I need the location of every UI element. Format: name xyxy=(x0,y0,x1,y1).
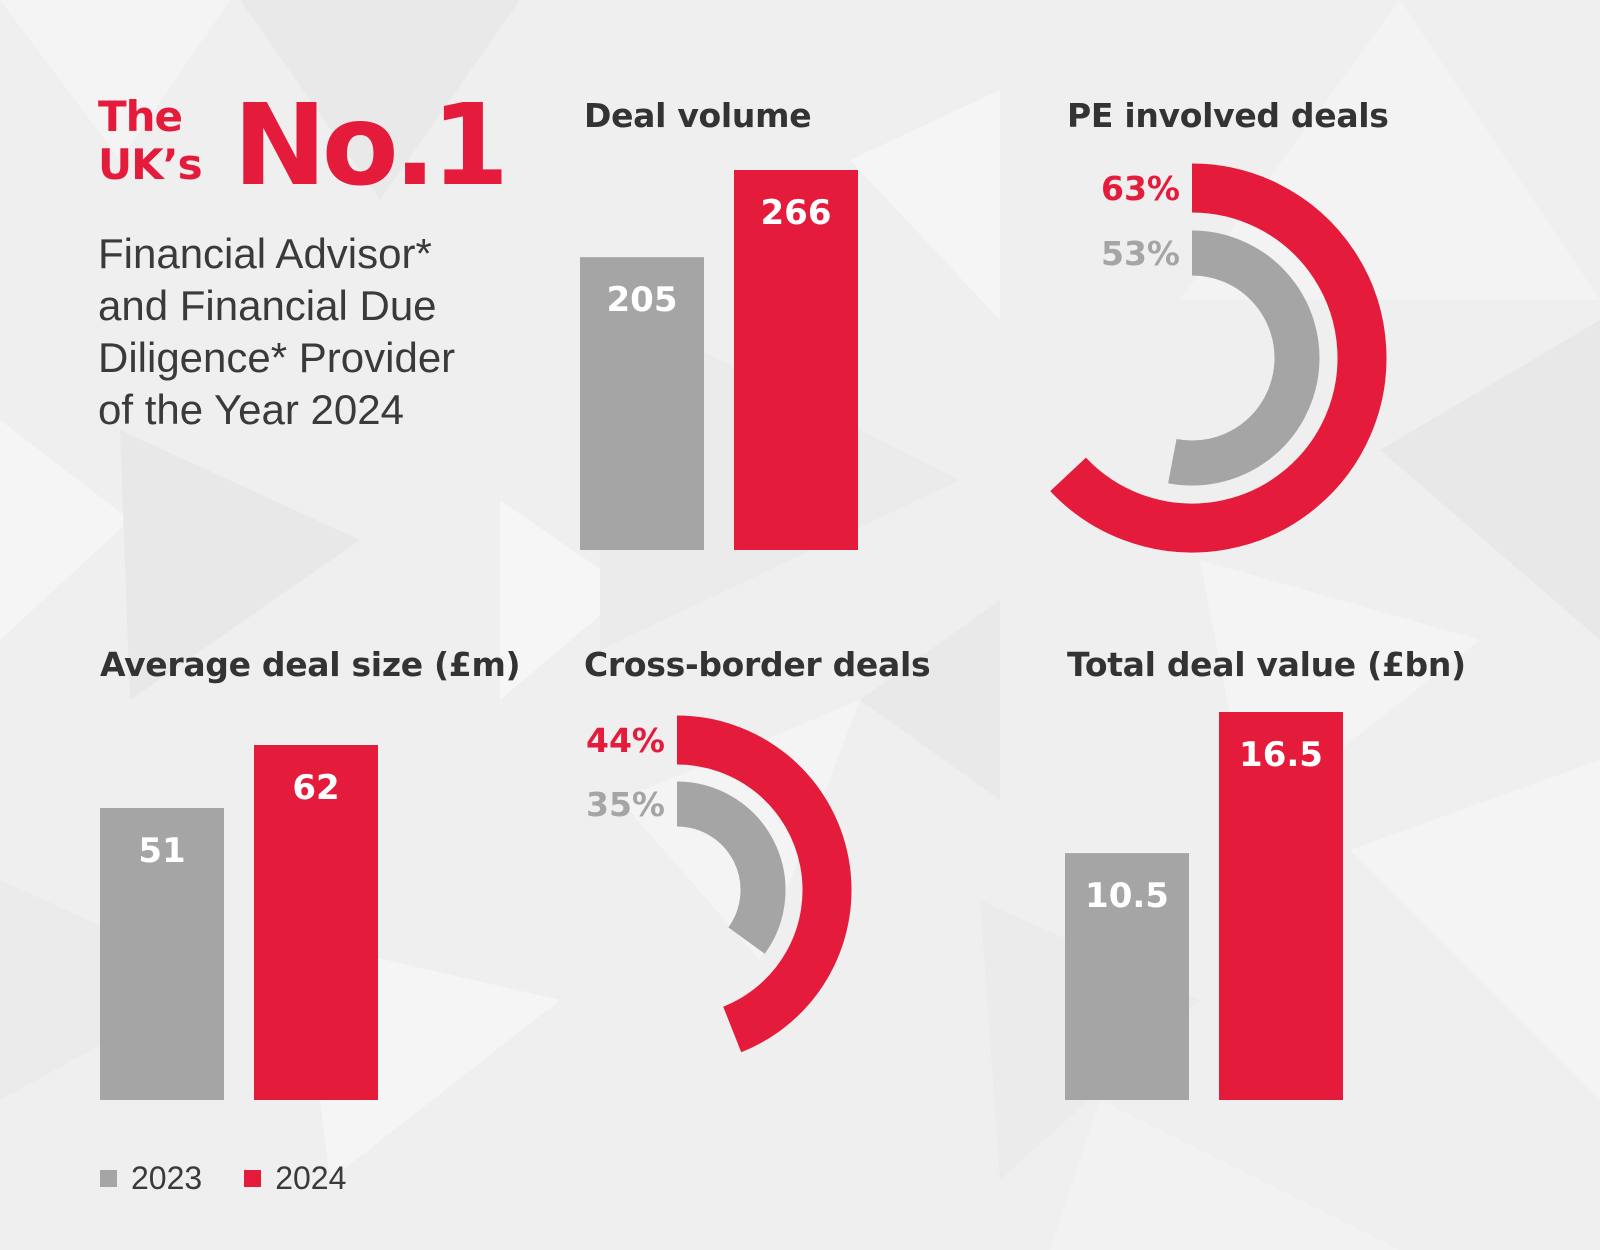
cross-border-chart: 35% 44% xyxy=(586,715,852,1053)
deal-volume-label-2023: 205 xyxy=(607,280,678,320)
chart-title-cross-border: Cross-border deals xyxy=(584,645,931,684)
legend-item-2023: 2023 xyxy=(100,1160,202,1197)
hero-no1: No.1 xyxy=(233,81,509,211)
deal-volume-bar-2024 xyxy=(734,170,858,550)
legend-label-2023: 2023 xyxy=(131,1160,203,1196)
hero-uks: UK’s xyxy=(98,140,203,189)
pe-involved-deals-ring-2024 xyxy=(1050,163,1387,553)
legend-swatch-2023 xyxy=(100,1170,117,1187)
chart-title-average-deal-size: Average deal size (£m) xyxy=(100,645,521,684)
deal-volume-label-2024: 266 xyxy=(761,193,832,233)
cross-border-deals-label-2024: 44% xyxy=(586,721,665,760)
legend-swatch-2024 xyxy=(244,1170,262,1187)
average-deal-size-bar-2023 xyxy=(100,807,224,1100)
deal-volume-bar-2023 xyxy=(580,257,704,550)
total-deal-value-bar-2024 xyxy=(1219,712,1343,1100)
deal-volume-chart: 205 266 xyxy=(580,170,858,550)
average-deal-size-label-2023: 51 xyxy=(138,831,185,871)
total-deal-value-label-2024: 16.5 xyxy=(1239,735,1323,775)
legend: 2023 2024 xyxy=(100,1160,346,1197)
chart-title-pe-involved: PE involved deals xyxy=(1067,96,1389,135)
pe-involved-deals-label-2024: 63% xyxy=(1101,169,1180,208)
hero-the: The xyxy=(98,92,183,141)
award-subtitle: Financial Advisor* and Financial Due Dil… xyxy=(98,230,456,433)
legend-item-2024: 2024 xyxy=(244,1160,346,1197)
average-deal-size-chart: 51 62 xyxy=(100,745,378,1100)
chart-title-total-deal-value: Total deal value (£bn) xyxy=(1067,645,1466,684)
legend-label-2024: 2024 xyxy=(275,1160,347,1196)
cross-border-deals-ring-2023 xyxy=(676,781,786,954)
total-deal-value-label-2023: 10.5 xyxy=(1085,876,1169,916)
pe-involved-deals-label-2023: 53% xyxy=(1101,234,1180,273)
cross-border-deals-label-2023: 35% xyxy=(586,785,665,824)
cross-border-deals-ring-2024 xyxy=(676,715,852,1053)
pe-involved-chart: 53% 63% xyxy=(1050,163,1387,553)
average-deal-size-bar-2024 xyxy=(254,745,378,1100)
average-deal-size-label-2024: 62 xyxy=(292,768,339,808)
total-deal-value-bar-2023 xyxy=(1065,853,1189,1100)
chart-title-deal-volume: Deal volume xyxy=(584,96,812,135)
total-deal-value-chart: 10.5 16.5 xyxy=(1065,712,1343,1100)
pe-involved-deals-ring-2023 xyxy=(1168,230,1320,486)
